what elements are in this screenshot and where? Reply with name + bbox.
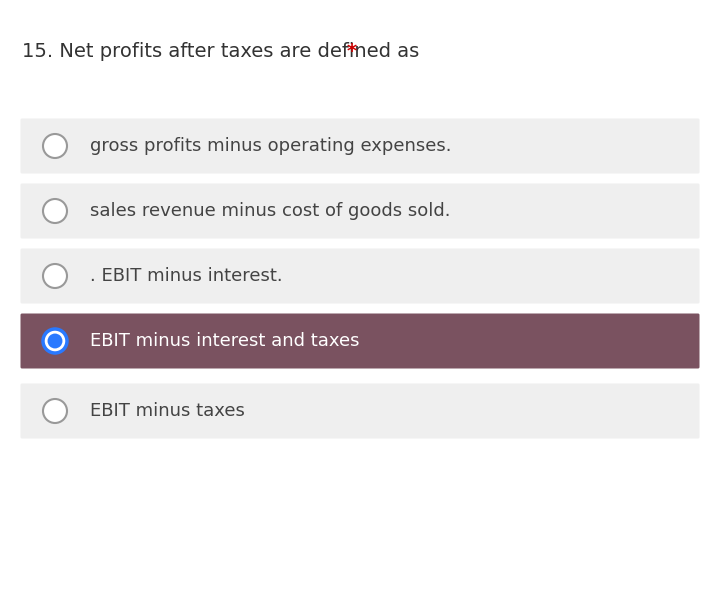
Circle shape [43, 199, 67, 223]
Text: gross profits minus operating expenses.: gross profits minus operating expenses. [90, 137, 451, 155]
FancyBboxPatch shape [20, 384, 700, 439]
Circle shape [43, 329, 67, 353]
FancyBboxPatch shape [20, 313, 700, 368]
Text: sales revenue minus cost of goods sold.: sales revenue minus cost of goods sold. [90, 202, 451, 220]
Circle shape [43, 399, 67, 423]
Text: EBIT minus taxes: EBIT minus taxes [90, 402, 245, 420]
FancyBboxPatch shape [20, 248, 700, 304]
Text: EBIT minus interest and taxes: EBIT minus interest and taxes [90, 332, 359, 350]
Circle shape [48, 334, 63, 348]
Circle shape [43, 264, 67, 288]
FancyBboxPatch shape [20, 119, 700, 173]
FancyBboxPatch shape [20, 184, 700, 239]
Text: *: * [346, 42, 357, 61]
Text: 15. Net profits after taxes are defined as: 15. Net profits after taxes are defined … [22, 42, 426, 61]
Circle shape [43, 134, 67, 158]
Text: . EBIT minus interest.: . EBIT minus interest. [90, 267, 283, 285]
